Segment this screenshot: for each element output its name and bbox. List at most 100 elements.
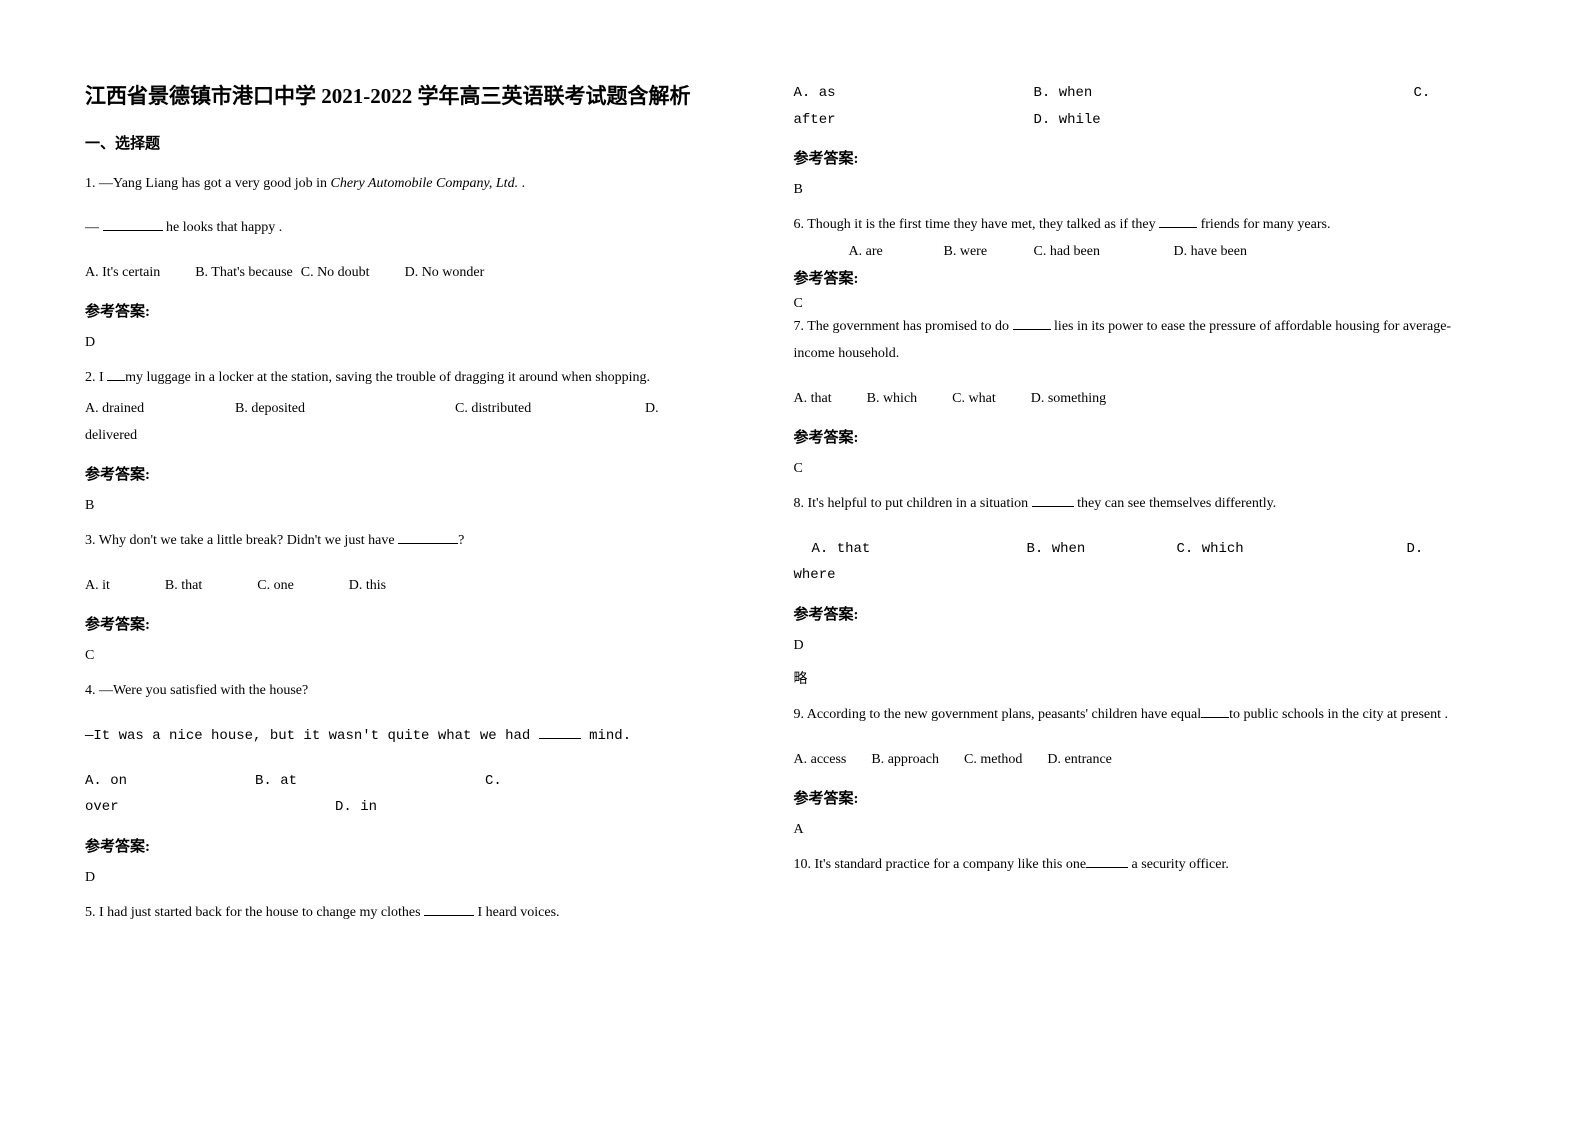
q9-opt-a: A. access bbox=[794, 747, 847, 774]
right-column: A. asB. whenC. afterD. while 参考答案: B 6. … bbox=[794, 80, 1503, 1082]
q5-post: I heard voices. bbox=[474, 905, 560, 920]
q4-line2-pre: —It was a nice house, but it wasn't quit… bbox=[85, 728, 539, 744]
question-4-line2: —It was a nice house, but it wasn't quit… bbox=[85, 723, 764, 750]
q1-line2-pre: — bbox=[85, 220, 103, 235]
q2-answer: B bbox=[85, 498, 764, 514]
q9-post: to public schools in the city at present… bbox=[1229, 707, 1448, 722]
q9-opt-b: B. approach bbox=[871, 747, 939, 774]
blank bbox=[1032, 493, 1074, 507]
blank bbox=[107, 367, 125, 381]
q8-options: A. thatB. whenC. whichD. where bbox=[794, 536, 1473, 589]
q4-opt-c-prefix: C. bbox=[485, 768, 502, 795]
q7-answer: C bbox=[794, 461, 1473, 477]
q4-opt-c: over bbox=[85, 794, 335, 821]
q6-opt-c: C. had been bbox=[1034, 239, 1174, 266]
q4-line2-post: mind. bbox=[581, 728, 631, 744]
blank bbox=[424, 902, 474, 916]
q3-options: A. itB. thatC. oneD. this bbox=[85, 573, 764, 600]
q5-answer: B bbox=[794, 182, 1473, 198]
question-7: 7. The government has promised to do lie… bbox=[794, 314, 1473, 367]
q4-answer: D bbox=[85, 870, 764, 886]
q8-pre: 8. It's helpful to put children in a sit… bbox=[794, 496, 1032, 511]
document-title: 江西省景德镇市港口中学 2021-2022 学年高三英语联考试题含解析 bbox=[85, 80, 764, 114]
q1-line1-post: . bbox=[518, 176, 525, 191]
q8-opt-a: A. that bbox=[812, 536, 1027, 563]
q2-opt-d: delivered bbox=[85, 423, 137, 450]
q6-post: friends for many years. bbox=[1197, 217, 1330, 232]
question-8: 8. It's helpful to put children in a sit… bbox=[794, 491, 1473, 518]
q1-line2-post: he looks that happy . bbox=[163, 220, 283, 235]
q6-opt-b: B. were bbox=[944, 239, 1034, 266]
left-column: 江西省景德镇市港口中学 2021-2022 学年高三英语联考试题含解析 一、选择… bbox=[85, 80, 794, 1082]
q8-answer-label: 参考答案: bbox=[794, 603, 1473, 624]
q1-opt-c: C. No doubt bbox=[301, 260, 370, 287]
q3-post: ? bbox=[458, 533, 464, 548]
q5-options: A. asB. whenC. afterD. while bbox=[794, 80, 1473, 133]
section-heading: 一、选择题 bbox=[85, 132, 764, 153]
q7-opt-d: D. something bbox=[1031, 386, 1106, 413]
q3-pre: 3. Why don't we take a little break? Did… bbox=[85, 533, 398, 548]
question-5: 5. I had just started back for the house… bbox=[85, 900, 764, 927]
question-9: 9. According to the new government plans… bbox=[794, 702, 1473, 729]
q4-answer-label: 参考答案: bbox=[85, 835, 764, 856]
q4-opt-b: B. at bbox=[255, 768, 485, 795]
blank bbox=[103, 217, 163, 231]
q1-opt-a: A. It's certain bbox=[85, 260, 160, 287]
q1-answer-label: 参考答案: bbox=[85, 300, 764, 321]
q8-opt-d: where bbox=[794, 562, 836, 589]
q5-opt-b: B. when bbox=[1034, 80, 1414, 107]
q7-options: A. thatB. whichC. whatD. something bbox=[794, 386, 1473, 413]
q6-opt-d: D. have been bbox=[1174, 244, 1247, 259]
q3-opt-a: A. it bbox=[85, 573, 110, 600]
q8-omit: 略 bbox=[794, 668, 1473, 688]
q1-opt-b: B. That's because bbox=[195, 260, 293, 287]
q1-company-name: Chery Automobile Company, Ltd. bbox=[331, 176, 519, 191]
q3-answer-label: 参考答案: bbox=[85, 613, 764, 634]
blank bbox=[1013, 316, 1051, 330]
q7-pre: 7. The government has promised to do bbox=[794, 319, 1013, 334]
q3-opt-c: C. one bbox=[257, 573, 294, 600]
blank bbox=[1086, 854, 1128, 868]
q8-opt-b: B. when bbox=[1027, 536, 1177, 563]
q6-answer: C bbox=[794, 296, 1473, 312]
q9-opt-c: C. method bbox=[964, 747, 1022, 774]
q9-options: A. accessB. approachC. methodD. entrance bbox=[794, 747, 1473, 774]
question-3: 3. Why don't we take a little break? Did… bbox=[85, 528, 764, 555]
q2-answer-label: 参考答案: bbox=[85, 463, 764, 484]
q8-opt-c: C. which bbox=[1177, 536, 1407, 563]
q3-opt-d: D. this bbox=[349, 573, 386, 600]
q5-opt-c: after bbox=[794, 107, 1034, 134]
q2-opt-c: C. distributed bbox=[455, 396, 645, 423]
question-2: 2. I my luggage in a locker at the stati… bbox=[85, 365, 764, 392]
q8-post: they can see themselves differently. bbox=[1074, 496, 1277, 511]
blank bbox=[398, 530, 458, 544]
q8-opt-d-prefix: D. bbox=[1407, 536, 1424, 563]
q1-answer: D bbox=[85, 335, 764, 351]
q7-opt-b: B. which bbox=[867, 386, 918, 413]
blank bbox=[1159, 214, 1197, 228]
q6-opt-a: A. are bbox=[849, 239, 944, 266]
q7-answer-label: 参考答案: bbox=[794, 426, 1473, 447]
q9-answer: A bbox=[794, 822, 1473, 838]
q1-options: A. It's certain B. That's because C. No do… bbox=[85, 260, 764, 287]
blank bbox=[1201, 704, 1229, 718]
q10-post: a security officer. bbox=[1128, 857, 1229, 872]
q2-pre: 2. I bbox=[85, 370, 107, 385]
q5-answer-label: 参考答案: bbox=[794, 147, 1473, 168]
q8-answer: D bbox=[794, 638, 1473, 654]
question-4-line1: 4. —Were you satisfied with the house? bbox=[85, 678, 764, 705]
q1-opt-d: D. No wonder bbox=[405, 260, 485, 287]
q5-opt-d: D. while bbox=[1034, 107, 1101, 134]
q5-opt-c-prefix: C. bbox=[1414, 80, 1431, 107]
q2-post: my luggage in a locker at the station, s… bbox=[125, 370, 650, 385]
question-6: 6. Though it is the first time they have… bbox=[794, 212, 1473, 265]
q3-answer: C bbox=[85, 648, 764, 664]
question-10: 10. It's standard practice for a company… bbox=[794, 852, 1473, 879]
q1-line1-pre: 1. —Yang Liang has got a very good job i… bbox=[85, 176, 331, 191]
q4-options: A. onB. atC. overD. in bbox=[85, 768, 764, 821]
q5-pre: 5. I had just started back for the house… bbox=[85, 905, 424, 920]
q2-opt-d-prefix: D. bbox=[645, 396, 659, 423]
q6-pre: 6. Though it is the first time they have… bbox=[794, 217, 1160, 232]
q2-opt-a: A. drained bbox=[85, 396, 235, 423]
q5-opt-a: A. as bbox=[794, 80, 1034, 107]
